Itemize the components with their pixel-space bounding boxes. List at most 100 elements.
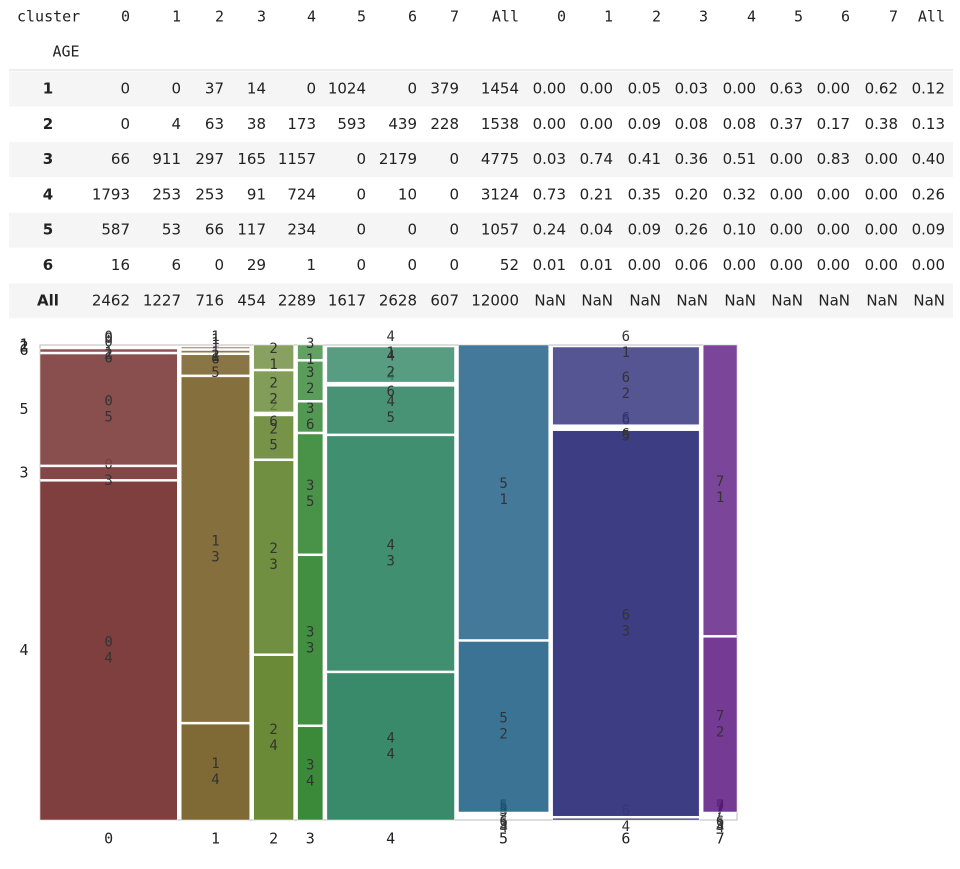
cell: 716 (195, 291, 224, 309)
tile-label: 6 (269, 414, 277, 430)
cell: 0.03 (533, 150, 566, 168)
header-cell: 6 (841, 8, 850, 26)
header-cell: 3 (699, 8, 708, 26)
tile-label: 1 (104, 345, 112, 361)
x-tick-label: 3 (306, 830, 315, 848)
cell: 0.09 (628, 115, 661, 133)
cell: 0.00 (628, 256, 661, 274)
cell: 0.32 (723, 185, 756, 203)
cell: 253 (152, 185, 181, 203)
header-cell: 1 (604, 8, 613, 26)
cell: 0.00 (865, 150, 898, 168)
cell: 0.24 (533, 221, 566, 239)
tile-label: 4 (306, 773, 314, 789)
tile-label: 3 (306, 640, 314, 656)
cell: 587 (101, 221, 130, 239)
row-label: 3 (43, 150, 53, 168)
cell: 0 (356, 221, 366, 239)
tile-label: 4 (211, 772, 219, 788)
cell: 0.38 (865, 115, 898, 133)
cell: 228 (430, 115, 459, 133)
tile-label: 2 (386, 365, 394, 381)
cell: 0.62 (865, 80, 898, 98)
tile-label: 5 (386, 410, 394, 426)
cell: 0.21 (580, 185, 613, 203)
cell: 0 (449, 256, 459, 274)
cell: 117 (237, 221, 266, 239)
tile-label: 1 (306, 352, 314, 368)
cell: 2628 (379, 291, 417, 309)
cell: 0.40 (912, 150, 945, 168)
y-tick-label: 4 (19, 641, 28, 659)
cell: NaN (913, 291, 945, 309)
cell: 0.08 (723, 115, 756, 133)
cell: 0.83 (817, 150, 850, 168)
cell: 52 (500, 256, 519, 274)
cell: 0 (171, 80, 181, 98)
cell: 0.01 (533, 256, 566, 274)
tile-label: 3 (104, 473, 112, 489)
cell: 0.00 (770, 185, 803, 203)
cell: 0.00 (770, 256, 803, 274)
y-tick-label: 1 (19, 336, 28, 354)
cell: 0.51 (723, 150, 756, 168)
header-cell: 1 (172, 8, 181, 26)
cell: 253 (195, 185, 224, 203)
header-cell: 0 (557, 8, 566, 26)
tile-label: 2 (499, 727, 507, 743)
cell: 0.35 (628, 185, 661, 203)
cell: 593 (337, 115, 366, 133)
header-cell: 2 (652, 8, 661, 26)
header-cell: 3 (257, 8, 266, 26)
cell: 1617 (328, 291, 366, 309)
cell: 3124 (481, 185, 519, 203)
cell: 724 (287, 185, 316, 203)
tile-label: 1 (211, 756, 219, 772)
cell: 0.12 (912, 80, 945, 98)
tile-label: 1 (622, 345, 630, 361)
cell: 0 (120, 115, 130, 133)
cell: 0.74 (580, 150, 613, 168)
tile-label: 5 (104, 409, 112, 425)
header-cell: All (918, 8, 945, 26)
header-cell: 6 (408, 8, 417, 26)
index-name: AGE (52, 43, 79, 61)
cell: 911 (152, 150, 181, 168)
cell: 38 (247, 115, 266, 133)
cell: 66 (111, 150, 130, 168)
cell: 0.26 (675, 221, 708, 239)
cell: 0.00 (865, 185, 898, 203)
x-tick-label: 2 (269, 830, 278, 848)
cell: 234 (287, 221, 316, 239)
y-tick-label: 3 (19, 464, 28, 482)
tile-label: 1 (499, 492, 507, 508)
tile-label: 4 (386, 537, 394, 553)
tile-label: 3 (306, 478, 314, 494)
tile-label: 6 (622, 427, 630, 443)
tile-label: 7 (716, 474, 724, 490)
tile-label: 1 (211, 533, 219, 549)
tile-label: 3 (306, 336, 314, 352)
cell: NaN (866, 291, 898, 309)
tile-label: 3 (306, 401, 314, 417)
cell: 29 (247, 256, 266, 274)
row-label: 6 (43, 256, 53, 274)
x-tick-label: 0 (104, 830, 113, 848)
cell: 0.13 (912, 115, 945, 133)
cell: 0 (407, 256, 417, 274)
tile-label: 1 (269, 357, 277, 373)
cell: 0.00 (817, 80, 850, 98)
tile-label: 0 (104, 329, 112, 345)
cell: 0.00 (533, 115, 566, 133)
tile-label: 0 (104, 393, 112, 409)
cell: 0 (356, 256, 366, 274)
cell: 0 (214, 256, 224, 274)
cell: 0 (449, 185, 459, 203)
cell: 0 (449, 150, 459, 168)
row-label: 2 (43, 115, 53, 133)
tile-label: 1 (716, 490, 724, 506)
x-tick-label: 7 (716, 830, 725, 848)
cell: 0 (407, 221, 417, 239)
tile-label: 3 (269, 557, 277, 573)
tile-label: 3 (622, 623, 630, 639)
